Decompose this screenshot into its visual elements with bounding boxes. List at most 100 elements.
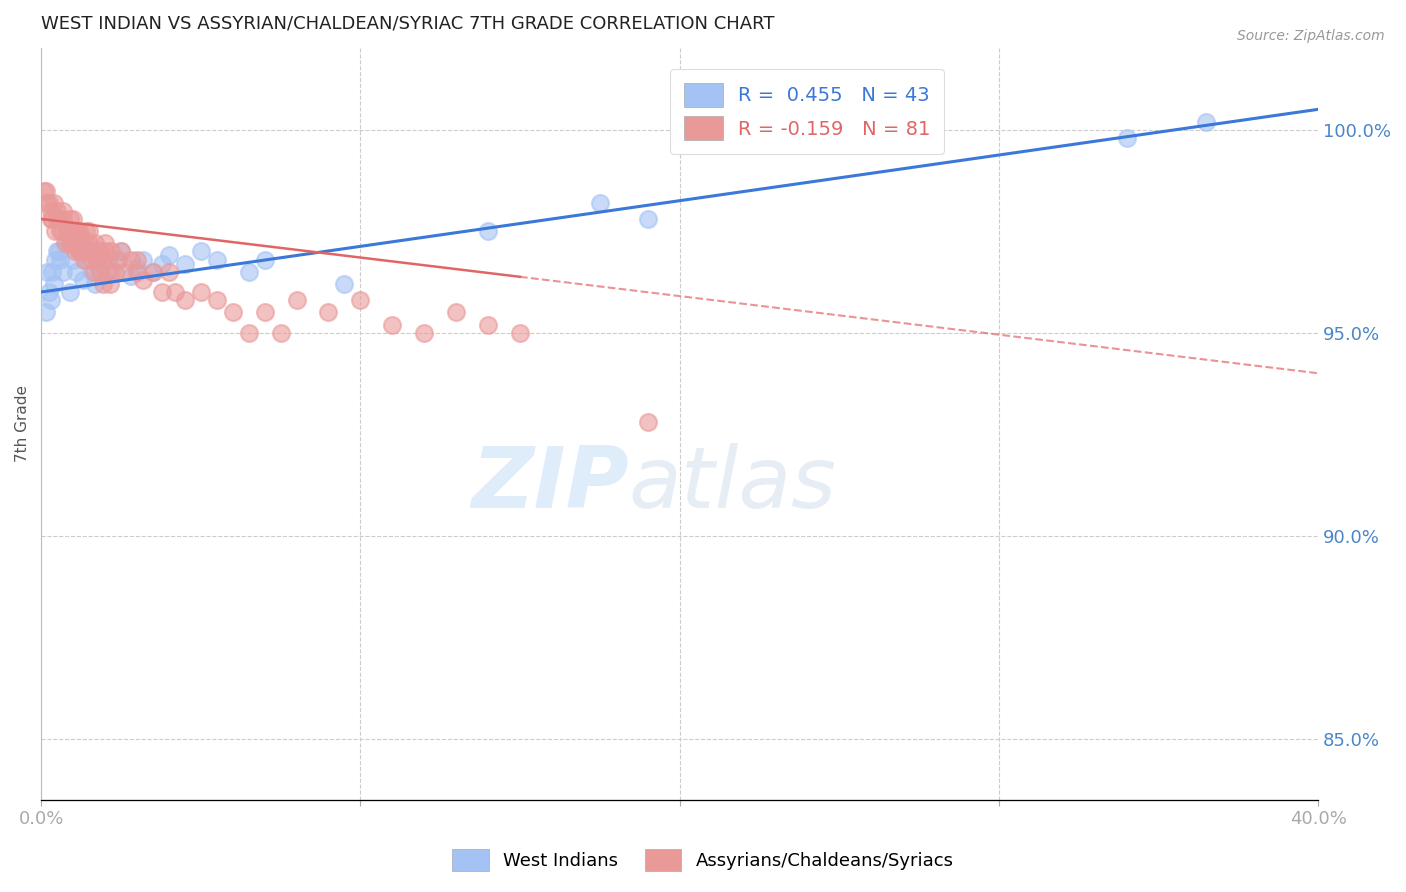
Point — [94, 252, 117, 267]
Point — [157, 265, 180, 279]
Point — [83, 265, 105, 279]
Point — [70, 244, 93, 259]
Point — [59, 285, 82, 299]
Point — [41, 265, 63, 279]
Point — [63, 244, 86, 259]
Point — [637, 415, 659, 429]
Point — [285, 293, 308, 307]
Y-axis label: 7th Grade: 7th Grade — [15, 385, 30, 462]
Point — [77, 224, 100, 238]
Point — [76, 244, 98, 259]
Point — [66, 232, 89, 246]
Point — [1115, 130, 1137, 145]
Point — [62, 211, 84, 226]
Point — [52, 211, 75, 226]
Point — [132, 273, 155, 287]
Point — [59, 211, 82, 226]
Point — [110, 244, 132, 259]
Point — [48, 244, 70, 259]
Point — [270, 326, 292, 340]
Point — [42, 195, 65, 210]
Point — [55, 224, 77, 238]
Point — [89, 265, 111, 279]
Point — [65, 265, 87, 279]
Point — [125, 252, 148, 267]
Point — [333, 277, 356, 291]
Point — [46, 203, 69, 218]
Point — [62, 252, 84, 267]
Point — [87, 260, 110, 275]
Point — [39, 293, 62, 307]
Point — [238, 265, 260, 279]
Point — [86, 252, 108, 267]
Point — [477, 318, 499, 332]
Point — [39, 203, 62, 218]
Point — [94, 244, 117, 259]
Point — [637, 211, 659, 226]
Point — [100, 265, 122, 279]
Point — [72, 273, 94, 287]
Point — [152, 257, 174, 271]
Point — [132, 252, 155, 267]
Point — [41, 211, 63, 226]
Point — [173, 293, 195, 307]
Point — [46, 244, 69, 259]
Point — [107, 252, 129, 267]
Point — [49, 252, 72, 267]
Point — [79, 252, 101, 267]
Point — [55, 236, 77, 251]
Point — [94, 236, 117, 251]
Point — [125, 260, 148, 275]
Point — [44, 252, 66, 267]
Point — [38, 285, 60, 299]
Point — [35, 305, 58, 319]
Point — [98, 277, 121, 291]
Text: atlas: atlas — [628, 442, 837, 525]
Point — [477, 224, 499, 238]
Point — [165, 285, 187, 299]
Point — [53, 236, 76, 251]
Point — [37, 265, 59, 279]
Point — [253, 305, 276, 319]
Point — [120, 268, 142, 283]
Point — [107, 252, 129, 267]
Point — [253, 252, 276, 267]
Point — [142, 265, 165, 279]
Point — [51, 224, 73, 238]
Point — [238, 326, 260, 340]
Point — [413, 326, 436, 340]
Point — [35, 184, 58, 198]
Point — [49, 224, 72, 238]
Point — [112, 265, 135, 279]
Point — [318, 305, 340, 319]
Point — [77, 236, 100, 251]
Point — [110, 244, 132, 259]
Point — [42, 277, 65, 291]
Point — [75, 252, 97, 267]
Point — [77, 240, 100, 254]
Point — [52, 265, 75, 279]
Point — [103, 265, 125, 279]
Point — [65, 224, 87, 238]
Point — [60, 236, 83, 251]
Point — [152, 285, 174, 299]
Point — [381, 318, 404, 332]
Point — [38, 195, 60, 210]
Point — [59, 236, 82, 251]
Point — [37, 195, 59, 210]
Point — [48, 211, 70, 226]
Point — [67, 224, 90, 238]
Point — [65, 236, 87, 251]
Point — [73, 252, 96, 267]
Text: ZIP: ZIP — [471, 442, 628, 525]
Point — [75, 244, 97, 259]
Point — [96, 265, 118, 279]
Point — [34, 184, 56, 198]
Point — [509, 326, 531, 340]
Point — [39, 211, 62, 226]
Point — [72, 232, 94, 246]
Text: WEST INDIAN VS ASSYRIAN/CHALDEAN/SYRIAC 7TH GRADE CORRELATION CHART: WEST INDIAN VS ASSYRIAN/CHALDEAN/SYRIAC … — [41, 15, 775, 33]
Point — [173, 257, 195, 271]
Point — [1195, 114, 1218, 128]
Point — [142, 265, 165, 279]
